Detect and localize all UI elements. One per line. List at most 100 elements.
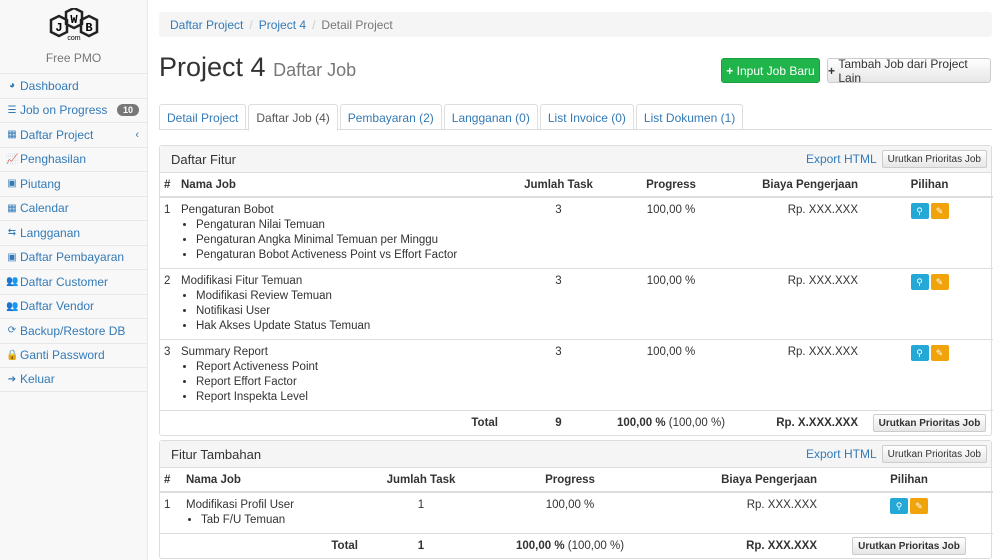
job-name: Summary Report xyxy=(181,346,268,358)
tab-list-dokumen[interactable]: List Dokumen (1) xyxy=(635,104,744,130)
sidebar-item-job-on-progress[interactable]: ☰ Job on Progress 10 xyxy=(0,97,147,123)
panel-title: Daftar Fitur xyxy=(171,151,237,167)
jwb-logo-icon: J W B com xyxy=(49,6,98,42)
task-item: Pengaturan Bobot Activeness Point vs Eff… xyxy=(196,248,502,263)
task-item: Report Effort Factor xyxy=(196,375,502,390)
column-header: Biaya Pengerjaan xyxy=(664,468,825,493)
total-count: 1 xyxy=(366,533,476,558)
column-header: Nama Job xyxy=(177,173,506,198)
tab-langganan[interactable]: Langganan (0) xyxy=(443,104,538,130)
job-cell: Modifikasi Fitur Temuan Modifikasi Review… xyxy=(177,268,506,340)
refresh-icon: ⟳ xyxy=(7,325,17,337)
task-count: 3 xyxy=(506,196,611,269)
table-row: 2 Modifikasi Fitur Temuan Modifikasi Revi… xyxy=(160,268,993,340)
search-icon[interactable]: ⚲ xyxy=(890,498,908,514)
task-item: Report Activeness Point xyxy=(196,360,502,375)
search-icon[interactable]: ⚲ xyxy=(910,274,929,290)
svg-text:com: com xyxy=(67,35,80,42)
total-count: 9 xyxy=(506,410,611,435)
edit-icon[interactable]: ✎ xyxy=(910,498,928,514)
logo[interactable]: J W B com Free PMO xyxy=(0,0,147,73)
sidebar-item-label: Daftar Customer xyxy=(20,274,109,289)
actions-cell: ⚲ ✎ xyxy=(866,268,993,340)
job-cell: Pengaturan BobotPengaturan Nilai TemuanP… xyxy=(177,196,506,269)
sidebar: J W B com Free PMO ◕ Dashboard ☰ Job on Pro… xyxy=(0,0,148,560)
task-item: Notifikasi User xyxy=(196,304,502,319)
table-row: 1 Pengaturan Bobot Pengaturan Nilai Temua… xyxy=(160,196,993,269)
tab-list-invoice[interactable]: List Invoice (0) xyxy=(539,104,634,130)
table-icon: ▦ xyxy=(7,129,17,141)
sidebar-item-daftar-project[interactable]: ▦ Daftar Project ‹ xyxy=(0,122,147,147)
job-table: # Nama Job Jumlah Task Progress Biaya Penger… xyxy=(160,468,993,558)
sidebar-item-label: Langganan xyxy=(20,225,81,240)
total-biaya: Rp. X.XXX.XXX xyxy=(731,410,866,435)
sidebar-item-label: Penghasilan xyxy=(20,152,87,167)
edit-icon[interactable]: ✎ xyxy=(930,203,949,219)
sidebar-item-piutang[interactable]: ▣ Piutang xyxy=(0,171,147,196)
total-progress-extra: (100,00 %) xyxy=(668,416,726,429)
urutkan-prioritas-button[interactable]: Urutkan Prioritas Job xyxy=(852,537,966,555)
export-html-link[interactable]: Export HTML xyxy=(805,152,877,166)
breadcrumb-daftar-project[interactable]: Daftar Project xyxy=(170,17,244,32)
task-item: Modifikasi Review Temuan xyxy=(196,289,502,304)
progress-value: 100,00 % xyxy=(611,196,731,269)
breadcrumb-project[interactable]: Project 4 xyxy=(258,17,307,32)
edit-icon[interactable]: ✎ xyxy=(930,274,949,290)
sidebar-item-label: Ganti Password xyxy=(20,348,105,363)
total-progress: 100,00 % (100,00 %) xyxy=(611,410,731,435)
tab-detail-project[interactable]: Detail Project xyxy=(159,104,247,130)
sidebar-item-label: Daftar Project xyxy=(20,127,94,142)
task-count: 1 xyxy=(366,491,476,534)
tambah-job-button[interactable]: + Tambah Job dari Project Lain xyxy=(827,57,991,85)
column-header: Jumlah Task xyxy=(506,173,611,198)
sidebar-item-calendar[interactable]: ▦ Calendar xyxy=(0,195,147,221)
sidebar-item-backup-restore-db[interactable]: ⟳ Backup/Restore DB xyxy=(0,318,147,343)
chevron-left-icon[interactable]: ‹ xyxy=(135,128,139,141)
job-cell: Summary Report Report Activeness PointRep… xyxy=(177,339,506,411)
search-icon[interactable]: ⚲ xyxy=(910,203,929,219)
panel-heading: Fitur Tambahan Export HTML Urutkan Priori… xyxy=(160,441,991,468)
export-html-link[interactable]: Export HTML xyxy=(805,447,877,461)
urutkan-prioritas-button[interactable]: Urutkan Prioritas Job xyxy=(881,445,987,463)
line-chart-icon: 📈 xyxy=(6,153,19,165)
sidebar-item-penghasilan[interactable]: 📈 Penghasilan xyxy=(0,146,147,172)
search-icon[interactable]: ⚲ xyxy=(910,345,929,361)
sidebar-item-daftar-pembayaran[interactable]: ▣ Daftar Pembayaran xyxy=(0,244,147,270)
column-header: Pilihan xyxy=(825,468,993,493)
sidebar-item-ganti-password[interactable]: 🔒 Ganti Password xyxy=(0,342,147,368)
users-icon: 👥 xyxy=(6,300,19,312)
sidebar-item-keluar[interactable]: ➔ Keluar xyxy=(0,367,147,392)
sign-out-icon: ➔ xyxy=(7,373,17,385)
task-count: 3 xyxy=(506,339,611,411)
tabs: Detail Project Daftar Job (4) Pembayaran (… xyxy=(159,104,992,131)
input-job-baru-button[interactable]: + Input Job Baru xyxy=(721,58,820,83)
job-cell: Modifikasi Profil User Tab F/U Temuan xyxy=(182,491,366,534)
job-name: Modifikasi Profil User xyxy=(186,499,294,511)
tab-daftar-job[interactable]: Daftar Job (4) xyxy=(248,104,338,131)
lock-icon: 🔒 xyxy=(6,349,19,361)
progress-value: 100,00 % xyxy=(611,339,731,411)
total-progress: 100,00 % (100,00 %) xyxy=(476,533,664,558)
row-number: 1 xyxy=(160,196,177,269)
sidebar-item-daftar-vendor[interactable]: 👥 Daftar Vendor xyxy=(0,293,147,319)
table-row: 3 Summary Report Report Activeness PointR… xyxy=(160,339,993,411)
sidebar-item-dashboard[interactable]: ◕ Dashboard xyxy=(0,73,147,98)
task-item: Hak Akses Update Status Temuan xyxy=(196,319,502,334)
project-title: Project 4 xyxy=(159,52,266,82)
progress-value: 100,00 % xyxy=(611,268,731,340)
progress-value: 100,00 % xyxy=(476,491,664,534)
calendar-icon: ▦ xyxy=(7,202,17,214)
table-header: # Nama Job Jumlah Task Progress Biaya Penger… xyxy=(160,468,993,493)
svg-text:B: B xyxy=(85,21,92,35)
sidebar-item-label: Calendar xyxy=(20,201,69,216)
sidebar-item-label: Daftar Pembayaran xyxy=(20,250,125,265)
biaya-value: Rp. XXX.XXX xyxy=(731,268,866,340)
edit-icon[interactable]: ✎ xyxy=(930,345,949,361)
urutkan-prioritas-button[interactable]: Urutkan Prioritas Job xyxy=(881,150,987,168)
sidebar-item-daftar-customer[interactable]: 👥 Daftar Customer xyxy=(0,269,147,294)
sidebar-item-langganan[interactable]: ⇆ Langganan xyxy=(0,220,147,245)
tab-pembayaran[interactable]: Pembayaran (2) xyxy=(339,104,442,130)
sidebar-item-label: Backup/Restore DB xyxy=(20,323,126,338)
job-name: Pengaturan Bobot xyxy=(181,204,274,216)
urutkan-prioritas-button[interactable]: Urutkan Prioritas Job xyxy=(872,414,987,432)
